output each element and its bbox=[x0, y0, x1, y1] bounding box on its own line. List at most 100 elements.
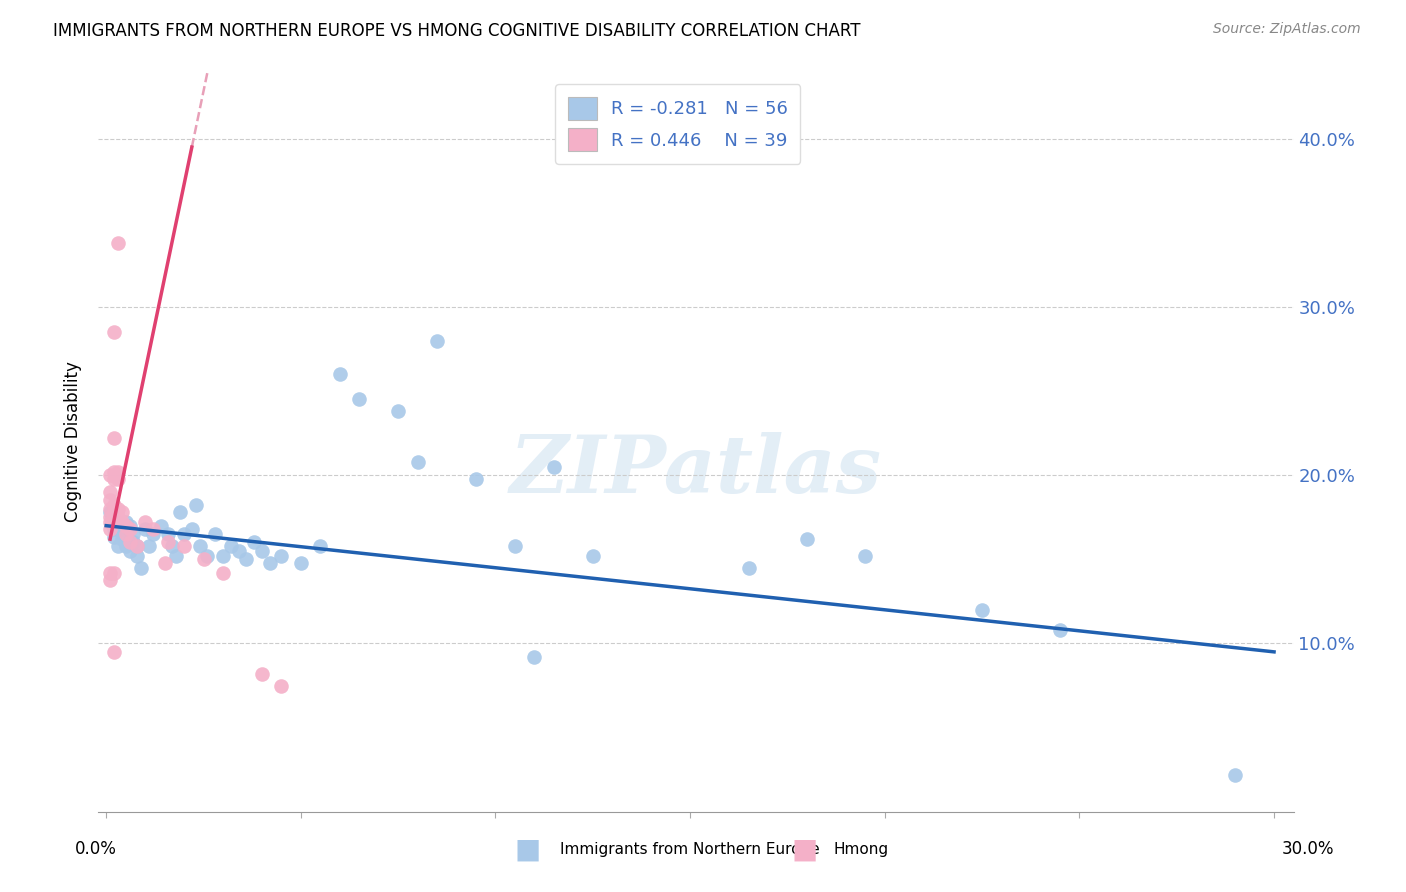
Point bbox=[103, 501, 125, 516]
Point bbox=[582, 549, 605, 563]
Point bbox=[243, 535, 266, 549]
Point bbox=[1223, 767, 1246, 781]
Point bbox=[103, 566, 125, 580]
Point bbox=[103, 522, 125, 536]
Point bbox=[543, 459, 565, 474]
Point bbox=[118, 535, 141, 549]
Point bbox=[134, 522, 156, 536]
Point bbox=[259, 556, 281, 570]
Point bbox=[184, 499, 207, 513]
Point bbox=[406, 455, 429, 469]
Text: Hmong: Hmong bbox=[834, 842, 889, 856]
Text: Source: ZipAtlas.com: Source: ZipAtlas.com bbox=[1213, 22, 1361, 37]
Text: ■: ■ bbox=[515, 835, 540, 863]
Point bbox=[107, 510, 129, 524]
Point bbox=[228, 544, 250, 558]
Point bbox=[157, 527, 180, 541]
Point bbox=[107, 465, 129, 479]
Point bbox=[127, 539, 149, 553]
Point bbox=[103, 516, 125, 530]
Point bbox=[290, 556, 312, 570]
Point bbox=[523, 649, 546, 664]
Point bbox=[193, 552, 215, 566]
Point bbox=[111, 522, 134, 536]
Y-axis label: Cognitive Disability: Cognitive Disability bbox=[65, 361, 83, 522]
Text: ■: ■ bbox=[792, 835, 817, 863]
Legend: R = -0.281   N = 56, R = 0.446    N = 39: R = -0.281 N = 56, R = 0.446 N = 39 bbox=[555, 84, 800, 164]
Point bbox=[219, 539, 242, 553]
Point bbox=[197, 549, 219, 563]
Point bbox=[173, 539, 195, 553]
Point bbox=[309, 539, 332, 553]
Point bbox=[103, 531, 125, 545]
Point bbox=[103, 325, 125, 339]
Point bbox=[212, 549, 235, 563]
Point bbox=[98, 493, 121, 508]
Point bbox=[118, 544, 141, 558]
Point bbox=[114, 527, 136, 541]
Point bbox=[127, 539, 149, 553]
Point bbox=[98, 505, 121, 519]
Point bbox=[142, 527, 165, 541]
Point bbox=[103, 645, 125, 659]
Point bbox=[165, 549, 187, 563]
Point bbox=[129, 560, 152, 574]
Point bbox=[853, 549, 876, 563]
Point bbox=[111, 516, 134, 530]
Point bbox=[98, 522, 121, 536]
Point bbox=[134, 516, 156, 530]
Point bbox=[180, 522, 202, 536]
Point bbox=[204, 527, 226, 541]
Point bbox=[173, 527, 195, 541]
Point bbox=[349, 392, 371, 407]
Point bbox=[98, 516, 121, 530]
Point bbox=[107, 235, 129, 250]
Point bbox=[122, 527, 145, 541]
Point bbox=[1049, 623, 1071, 637]
Point bbox=[503, 539, 526, 553]
Point bbox=[972, 603, 994, 617]
Text: 30.0%: 30.0% bbox=[1281, 840, 1334, 858]
Point bbox=[122, 535, 145, 549]
Point bbox=[250, 666, 273, 681]
Point bbox=[127, 549, 149, 563]
Point bbox=[111, 532, 134, 546]
Text: IMMIGRANTS FROM NORTHERN EUROPE VS HMONG COGNITIVE DISABILITY CORRELATION CHART: IMMIGRANTS FROM NORTHERN EUROPE VS HMONG… bbox=[53, 22, 860, 40]
Point bbox=[157, 535, 180, 549]
Point bbox=[329, 368, 352, 382]
Point bbox=[103, 471, 125, 485]
Point bbox=[796, 532, 818, 546]
Point bbox=[118, 522, 141, 536]
Point bbox=[98, 566, 121, 580]
Point bbox=[235, 552, 257, 566]
Point bbox=[98, 468, 121, 483]
Point bbox=[426, 334, 449, 348]
Point bbox=[118, 518, 141, 533]
Point bbox=[138, 539, 160, 553]
Point bbox=[107, 501, 129, 516]
Text: ZIPatlas: ZIPatlas bbox=[510, 433, 882, 510]
Point bbox=[98, 501, 121, 516]
Point bbox=[270, 549, 292, 563]
Point bbox=[98, 573, 121, 587]
Point bbox=[188, 539, 211, 553]
Point bbox=[103, 431, 125, 445]
Point bbox=[103, 499, 125, 513]
Point bbox=[465, 471, 488, 485]
Point bbox=[103, 465, 125, 479]
Point bbox=[169, 505, 191, 519]
Point bbox=[114, 518, 136, 533]
Point bbox=[107, 539, 129, 553]
Text: 0.0%: 0.0% bbox=[75, 840, 117, 858]
Point bbox=[162, 539, 184, 553]
Point bbox=[142, 522, 165, 536]
Point bbox=[98, 485, 121, 500]
Point bbox=[111, 505, 134, 519]
Point bbox=[250, 544, 273, 558]
Point bbox=[114, 516, 136, 530]
Point bbox=[114, 539, 136, 553]
Point bbox=[270, 679, 292, 693]
Point bbox=[737, 560, 759, 574]
Point bbox=[149, 518, 172, 533]
Point bbox=[107, 471, 129, 485]
